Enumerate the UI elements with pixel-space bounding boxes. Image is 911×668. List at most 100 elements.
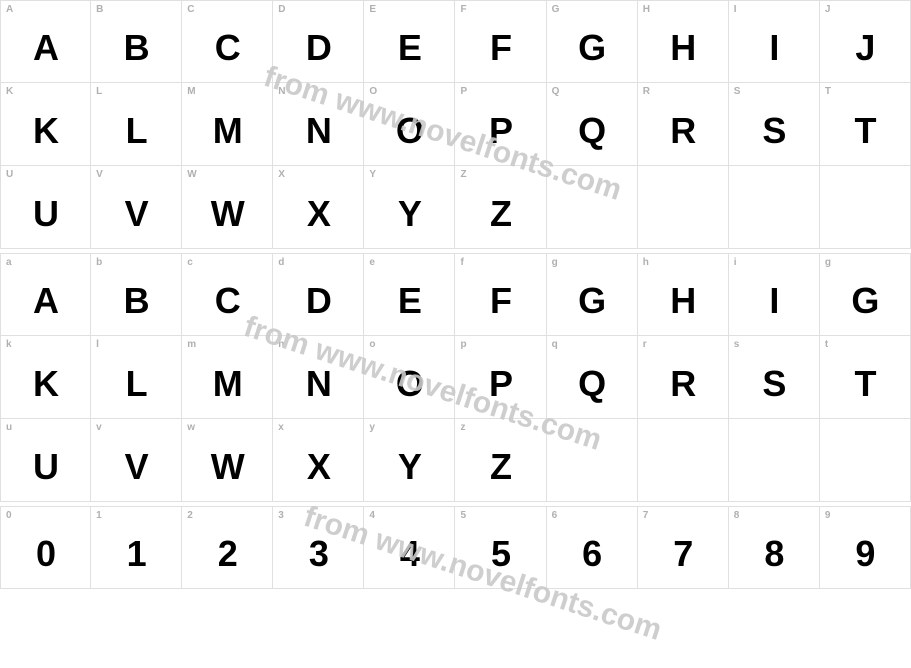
cell-glyph: C bbox=[215, 27, 240, 69]
cell-label: v bbox=[96, 422, 102, 433]
cell-glyph: Z bbox=[490, 193, 511, 235]
glyph-cell: UU bbox=[0, 166, 91, 249]
cell-glyph: L bbox=[126, 110, 147, 152]
cell-glyph: Z bbox=[490, 446, 511, 488]
cell-glyph: O bbox=[396, 110, 423, 152]
cell-label: E bbox=[369, 4, 376, 15]
glyph-cell: II bbox=[729, 0, 820, 83]
cell-glyph: H bbox=[670, 27, 695, 69]
cell-label: I bbox=[734, 4, 737, 15]
cell-glyph: Q bbox=[578, 110, 605, 152]
cell-glyph: N bbox=[306, 110, 331, 152]
cell-label: 5 bbox=[460, 510, 466, 521]
glyph-cell: aA bbox=[0, 253, 91, 336]
glyph-cell: 88 bbox=[729, 506, 820, 589]
cell-label: k bbox=[6, 339, 12, 350]
cell-glyph: P bbox=[489, 110, 512, 152]
cell-label: p bbox=[460, 339, 466, 350]
cell-label: 0 bbox=[6, 510, 12, 521]
cell-glyph: S bbox=[762, 110, 785, 152]
cell-glyph: S bbox=[762, 363, 785, 405]
glyph-cell: 55 bbox=[455, 506, 546, 589]
glyph-cell: PP bbox=[455, 83, 546, 166]
cell-glyph: K bbox=[33, 110, 58, 152]
cell-glyph: 2 bbox=[218, 533, 237, 575]
cell-label: D bbox=[278, 4, 285, 15]
glyph-cell: dD bbox=[273, 253, 364, 336]
cell-label: 4 bbox=[369, 510, 375, 521]
glyph-cell: vV bbox=[91, 419, 182, 502]
glyph-cell: kK bbox=[0, 336, 91, 419]
glyph-cell: 66 bbox=[547, 506, 638, 589]
glyph-cell: RR bbox=[638, 83, 729, 166]
cell-glyph: J bbox=[855, 27, 874, 69]
cell-glyph: Y bbox=[398, 446, 421, 488]
glyph-cell: gG bbox=[820, 253, 911, 336]
cell-glyph: D bbox=[306, 27, 331, 69]
cell-glyph: 7 bbox=[673, 533, 692, 575]
glyph-cell: yY bbox=[364, 419, 455, 502]
glyph-cell: oO bbox=[364, 336, 455, 419]
glyph-cell bbox=[638, 166, 729, 249]
cell-glyph: T bbox=[854, 110, 875, 152]
cell-glyph: 0 bbox=[36, 533, 55, 575]
cell-glyph: 6 bbox=[582, 533, 601, 575]
cell-label: g bbox=[825, 257, 831, 268]
cell-label: d bbox=[278, 257, 284, 268]
cell-label: u bbox=[6, 422, 12, 433]
cell-label: x bbox=[278, 422, 284, 433]
cell-glyph: Y bbox=[398, 193, 421, 235]
glyph-cell: AA bbox=[0, 0, 91, 83]
cell-label: S bbox=[734, 86, 741, 97]
cell-glyph: V bbox=[125, 193, 148, 235]
cell-glyph: F bbox=[490, 280, 511, 322]
glyph-cell: 77 bbox=[638, 506, 729, 589]
glyph-cell: lL bbox=[91, 336, 182, 419]
cell-glyph: C bbox=[215, 280, 240, 322]
cell-label: Y bbox=[369, 169, 376, 180]
cell-label: 3 bbox=[278, 510, 284, 521]
glyph-cell: iI bbox=[729, 253, 820, 336]
glyph-cell: gG bbox=[547, 253, 638, 336]
cell-label: J bbox=[825, 4, 831, 15]
cell-glyph: 1 bbox=[127, 533, 146, 575]
cell-label: h bbox=[643, 257, 649, 268]
cell-glyph: L bbox=[126, 363, 147, 405]
cell-label: G bbox=[552, 4, 560, 15]
cell-label: N bbox=[278, 86, 285, 97]
cell-glyph: G bbox=[578, 27, 605, 69]
cell-label: C bbox=[187, 4, 194, 15]
cell-label: q bbox=[552, 339, 558, 350]
cell-glyph: 4 bbox=[400, 533, 419, 575]
glyph-cell bbox=[820, 419, 911, 502]
glyph-cell: YY bbox=[364, 166, 455, 249]
cell-label: z bbox=[460, 422, 465, 433]
glyph-cell: CC bbox=[182, 0, 273, 83]
cell-glyph: X bbox=[307, 193, 330, 235]
cell-label: c bbox=[187, 257, 193, 268]
cell-label: r bbox=[643, 339, 647, 350]
cell-label: w bbox=[187, 422, 195, 433]
cell-glyph: M bbox=[213, 110, 242, 152]
cell-glyph: X bbox=[307, 446, 330, 488]
glyph-cell: NN bbox=[273, 83, 364, 166]
cell-glyph: R bbox=[670, 363, 695, 405]
glyph-cell: MM bbox=[182, 83, 273, 166]
glyph-cell: SS bbox=[729, 83, 820, 166]
cell-glyph: U bbox=[33, 193, 58, 235]
glyph-cell: sS bbox=[729, 336, 820, 419]
cell-label: 2 bbox=[187, 510, 193, 521]
glyph-cell: uU bbox=[0, 419, 91, 502]
cell-glyph: I bbox=[769, 27, 778, 69]
cell-label: b bbox=[96, 257, 102, 268]
cell-label: A bbox=[6, 4, 13, 15]
cell-label: L bbox=[96, 86, 102, 97]
glyph-cell: cC bbox=[182, 253, 273, 336]
glyph-cell: WW bbox=[182, 166, 273, 249]
glyph-cell bbox=[820, 166, 911, 249]
cell-glyph: E bbox=[398, 27, 421, 69]
glyph-cell: FF bbox=[455, 0, 546, 83]
cell-label: 7 bbox=[643, 510, 649, 521]
glyph-cell: VV bbox=[91, 166, 182, 249]
cell-label: F bbox=[460, 4, 466, 15]
